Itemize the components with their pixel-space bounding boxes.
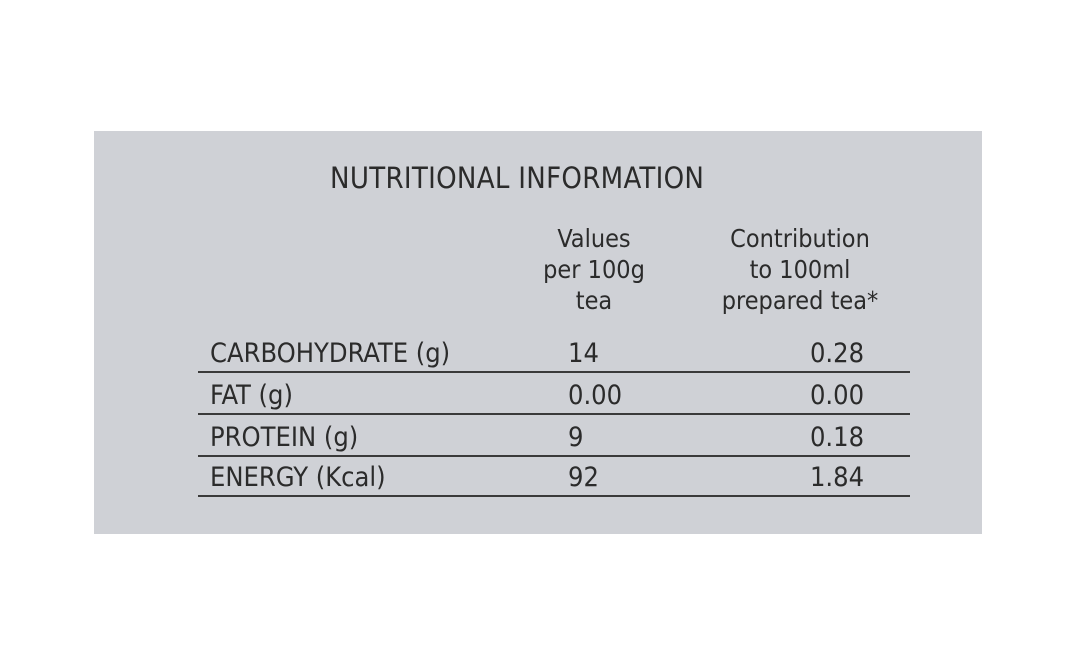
values-header-line: tea <box>575 286 613 315</box>
contribution-column-header: Contribution to 100ml prepared tea* <box>700 223 900 316</box>
value-per-100g: 0.00 <box>568 380 623 411</box>
contribution-header-line: prepared tea* <box>721 286 879 315</box>
values-header-line: Values <box>557 224 631 253</box>
table-row-protein: PROTEIN (g) 9 0.18 <box>198 415 910 457</box>
values-column-header: Values per 100g tea <box>524 223 664 316</box>
contribution-header-line: Contribution <box>730 224 870 253</box>
value-per-100g: 9 <box>568 422 584 453</box>
value-per-100ml: 0.00 <box>809 380 865 411</box>
row-label: CARBOHYDRATE (g) <box>210 338 451 369</box>
table-row-carbohydrate: CARBOHYDRATE (g) 14 0.28 <box>198 331 910 373</box>
values-header-line: per 100g <box>543 255 645 284</box>
value-per-100g: 92 <box>568 462 599 493</box>
value-per-100ml: 0.18 <box>809 422 865 453</box>
panel-title: NUTRITIONAL INFORMATION <box>330 161 705 195</box>
table-row-fat: FAT (g) 0.00 0.00 <box>198 373 910 415</box>
value-per-100g: 14 <box>568 338 599 369</box>
row-label: ENERGY (Kcal) <box>210 462 386 493</box>
value-per-100ml: 0.28 <box>809 338 865 369</box>
contribution-header-line: to 100ml <box>749 255 851 284</box>
value-per-100ml: 1.84 <box>809 462 865 493</box>
row-label: PROTEIN (g) <box>210 422 359 453</box>
nutrition-panel: NUTRITIONAL INFORMATION Values per 100g … <box>94 131 982 534</box>
table-row-energy: ENERGY (Kcal) 92 1.84 <box>198 455 910 497</box>
row-label: FAT (g) <box>210 380 293 411</box>
